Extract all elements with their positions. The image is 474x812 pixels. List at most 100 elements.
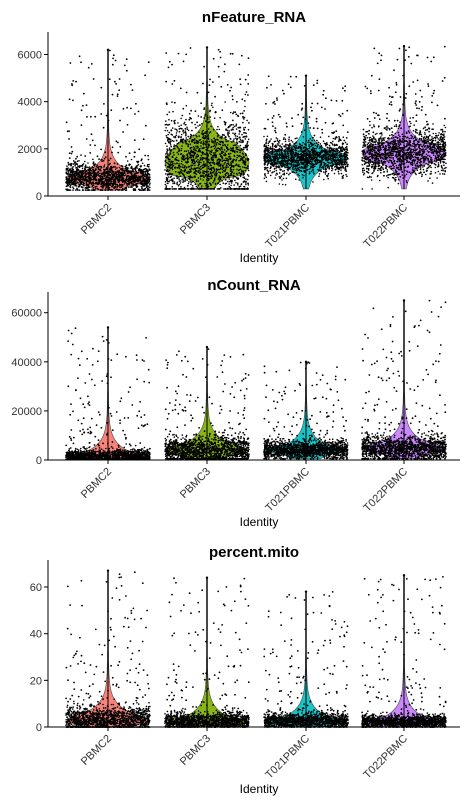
data-point xyxy=(240,54,243,57)
data-point xyxy=(276,149,278,152)
data-point xyxy=(226,158,229,160)
data-point xyxy=(322,140,325,142)
data-point xyxy=(103,168,105,171)
data-point xyxy=(198,167,201,169)
data-point xyxy=(323,161,325,164)
data-point xyxy=(207,159,209,161)
data-point xyxy=(111,63,114,66)
data-point xyxy=(212,106,214,109)
data-point xyxy=(214,172,217,174)
data-point xyxy=(328,166,330,168)
data-point xyxy=(134,176,137,178)
data-point xyxy=(346,175,348,178)
data-point xyxy=(272,125,274,127)
data-point xyxy=(294,153,297,156)
data-point xyxy=(124,189,127,191)
data-point xyxy=(169,138,172,141)
data-point xyxy=(200,174,202,177)
data-point xyxy=(67,172,69,174)
data-point xyxy=(89,152,92,154)
data-point xyxy=(141,171,144,174)
data-point xyxy=(226,188,228,190)
data-point xyxy=(247,128,250,131)
data-point xyxy=(172,160,174,163)
data-point xyxy=(171,188,173,190)
data-point xyxy=(99,176,102,178)
data-point xyxy=(113,181,116,184)
data-point xyxy=(149,182,151,184)
data-point xyxy=(167,138,170,141)
data-point xyxy=(181,145,183,147)
data-point xyxy=(165,176,168,179)
data-point xyxy=(177,136,180,139)
data-point xyxy=(147,158,150,161)
data-point xyxy=(247,94,249,96)
data-point xyxy=(218,153,221,155)
data-point xyxy=(108,179,110,182)
data-point xyxy=(199,168,201,171)
data-point xyxy=(101,160,103,163)
data-point xyxy=(335,130,338,133)
data-point xyxy=(319,164,322,166)
data-point xyxy=(142,173,145,176)
data-point xyxy=(149,178,151,181)
data-point xyxy=(314,144,317,147)
data-point xyxy=(132,183,135,185)
data-point xyxy=(133,173,136,176)
data-point xyxy=(102,177,104,180)
data-point xyxy=(242,188,245,190)
x-tick-label: PBMC3 xyxy=(178,202,213,237)
data-point xyxy=(112,174,115,177)
data-point xyxy=(303,85,306,87)
data-point xyxy=(286,159,288,162)
data-point xyxy=(134,189,136,191)
data-point xyxy=(341,177,344,179)
data-point xyxy=(185,142,187,145)
data-point xyxy=(76,181,78,183)
data-point xyxy=(200,116,203,118)
data-point xyxy=(121,179,124,182)
data-point xyxy=(100,158,103,161)
data-point xyxy=(238,155,240,157)
data-point xyxy=(346,154,349,156)
data-point xyxy=(211,175,214,177)
data-point xyxy=(338,154,341,156)
data-point xyxy=(183,177,186,179)
data-point xyxy=(170,145,172,148)
x-tick-label: PBMC2 xyxy=(79,202,114,237)
data-point xyxy=(444,126,447,129)
data-point xyxy=(136,176,139,179)
data-point xyxy=(183,150,186,152)
data-point xyxy=(192,156,195,159)
data-point xyxy=(192,151,194,154)
data-point xyxy=(165,127,167,129)
data-point xyxy=(185,150,188,152)
data-point xyxy=(215,176,217,178)
data-point xyxy=(239,130,241,133)
data-point xyxy=(199,182,201,185)
data-point xyxy=(335,147,338,150)
data-point xyxy=(224,101,226,103)
data-point xyxy=(174,136,177,139)
data-point xyxy=(165,186,167,188)
data-point xyxy=(122,174,124,177)
data-point xyxy=(203,65,206,68)
data-point xyxy=(232,126,234,129)
data-point xyxy=(307,141,309,144)
data-point xyxy=(114,59,117,62)
data-point xyxy=(207,178,210,180)
data-point xyxy=(82,177,84,180)
data-point xyxy=(321,128,323,131)
data-point xyxy=(170,173,172,176)
data-point xyxy=(180,172,182,174)
data-point xyxy=(123,183,126,185)
data-point xyxy=(178,163,180,165)
data-point xyxy=(336,154,339,156)
data-point xyxy=(131,166,133,169)
data-point xyxy=(77,186,80,188)
data-point xyxy=(266,169,269,172)
data-point xyxy=(345,150,347,153)
data-point xyxy=(179,188,182,190)
data-point xyxy=(227,188,230,190)
data-point xyxy=(346,143,348,146)
